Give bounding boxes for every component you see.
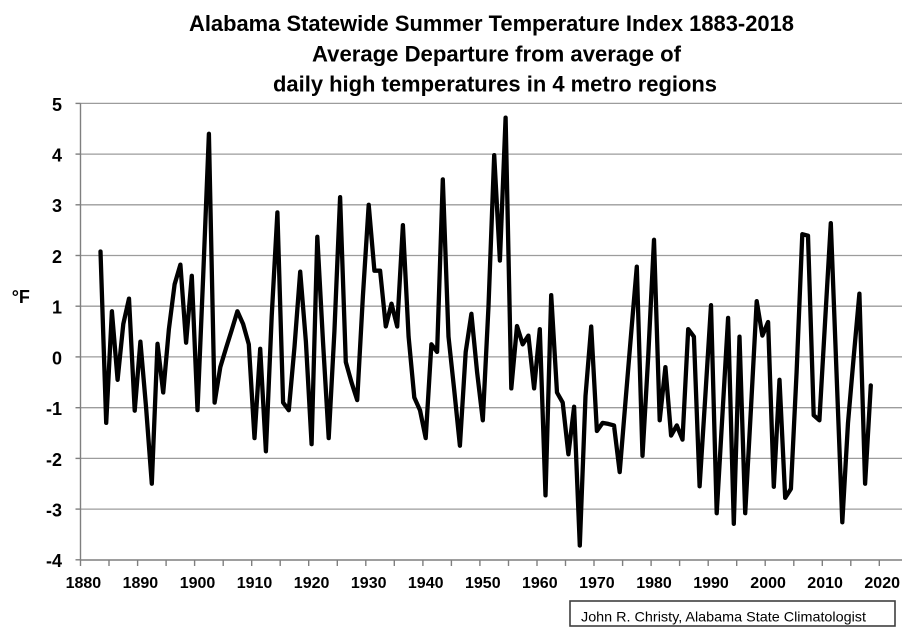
svg-text:0: 0 <box>52 348 62 368</box>
svg-text:Alabama Statewide Summer Tempe: Alabama Statewide Summer Temperature Ind… <box>189 11 794 36</box>
svg-text:1: 1 <box>52 298 62 318</box>
svg-text:daily high temperatures in 4 m: daily high temperatures in 4 metro regio… <box>273 71 717 96</box>
svg-text:1930: 1930 <box>351 575 387 592</box>
svg-text:2000: 2000 <box>750 575 786 592</box>
svg-text:°F: °F <box>12 287 30 307</box>
svg-text:-3: -3 <box>46 501 62 521</box>
svg-text:1960: 1960 <box>522 575 558 592</box>
svg-text:2020: 2020 <box>864 575 900 592</box>
svg-text:1980: 1980 <box>636 575 672 592</box>
svg-text:John R. Christy, Alabama State: John R. Christy, Alabama State Climatolo… <box>581 609 866 625</box>
svg-text:Average Departure from average: Average Departure from average of <box>312 42 682 67</box>
svg-text:1880: 1880 <box>66 575 102 592</box>
svg-text:2: 2 <box>52 247 62 267</box>
svg-text:3: 3 <box>52 196 62 216</box>
svg-text:-2: -2 <box>46 450 62 470</box>
svg-text:-1: -1 <box>46 399 62 419</box>
svg-text:-4: -4 <box>46 551 62 571</box>
svg-text:4: 4 <box>52 146 62 166</box>
svg-text:1940: 1940 <box>408 575 444 592</box>
svg-text:1900: 1900 <box>180 575 216 592</box>
svg-text:1920: 1920 <box>294 575 330 592</box>
svg-text:1950: 1950 <box>465 575 501 592</box>
svg-text:1990: 1990 <box>693 575 729 592</box>
svg-text:2010: 2010 <box>807 575 843 592</box>
svg-text:1890: 1890 <box>123 575 159 592</box>
svg-text:1970: 1970 <box>579 575 615 592</box>
svg-text:5: 5 <box>52 95 62 115</box>
svg-text:1910: 1910 <box>237 575 273 592</box>
